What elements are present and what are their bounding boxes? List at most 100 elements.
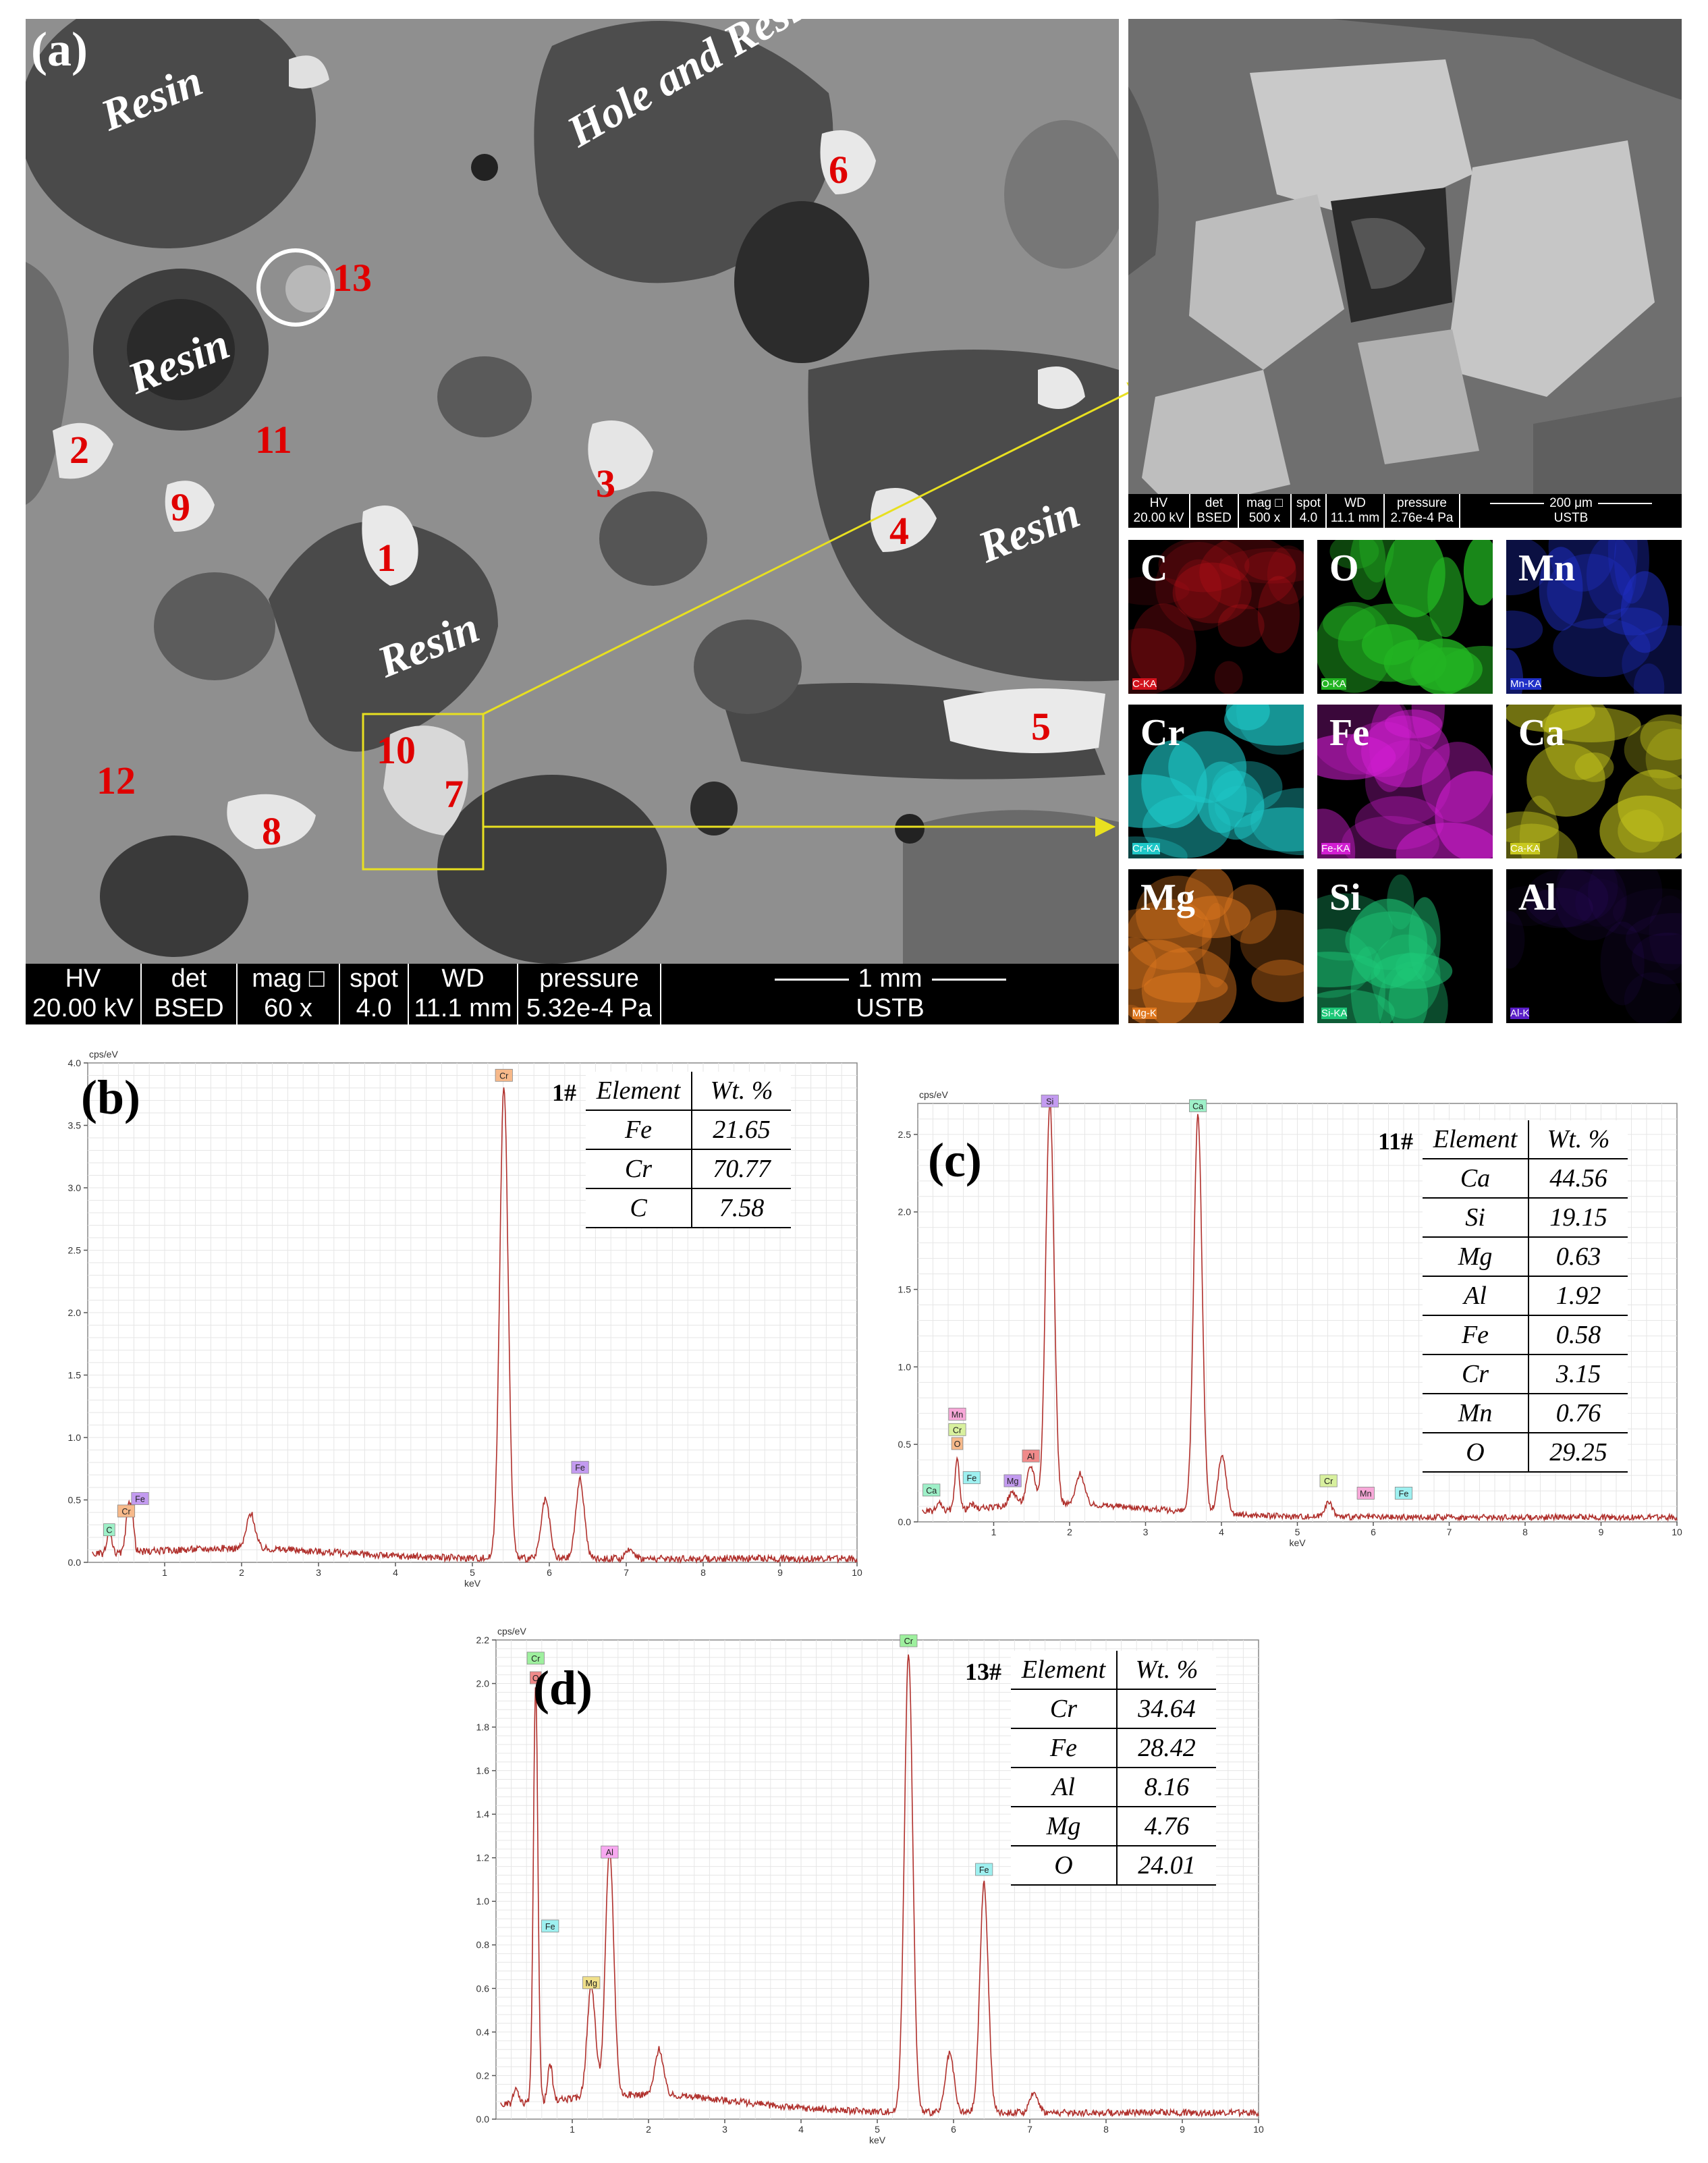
peak-label-box xyxy=(131,1492,149,1505)
element-cell: Fe xyxy=(1423,1315,1530,1355)
y-tick-label: 2.5 xyxy=(898,1129,912,1140)
peak-label: Mn xyxy=(1360,1489,1372,1498)
y-tick-label: 1.4 xyxy=(476,1809,490,1819)
element-cell: Mg xyxy=(1011,1807,1118,1846)
x-tick-label: 6 xyxy=(1371,1527,1376,1537)
inset-hv-value: 20.00 kV xyxy=(1133,511,1184,525)
element-cell: Cr xyxy=(586,1149,692,1189)
peak-label-box xyxy=(922,1483,941,1497)
spectrum-line xyxy=(922,1101,1678,1523)
element-cell: Al xyxy=(1011,1768,1118,1807)
table-row: Fe 28.42 xyxy=(1011,1728,1216,1768)
composition-table-c: Element Wt. % Ca 44.56 Si 19.15 Mg 0.63 Al 1.92 Fe… xyxy=(1423,1120,1628,1473)
table-row: Fe 21.65 xyxy=(586,1110,791,1150)
x-tick-label: 4 xyxy=(393,1567,398,1578)
point-3: 3 xyxy=(596,462,615,505)
y-axis-label: cps/eV xyxy=(919,1090,948,1100)
table-c-wrap: 11# Element Wt. % Ca 44.56 Si 19.15 Mg 0.63 Al 1.… xyxy=(1378,1120,1628,1473)
panel-b-letter: (b) xyxy=(81,1070,140,1124)
table-row: Al 8.16 xyxy=(1011,1768,1216,1807)
x-axis-label: keV xyxy=(869,2135,886,2145)
spectrum-line xyxy=(500,1654,1259,2118)
element-cell: O xyxy=(1423,1433,1530,1473)
weight-cell: 24.01 xyxy=(1117,1846,1216,1886)
weight-cell: Wt. % xyxy=(692,1072,791,1111)
peak-label: Fe xyxy=(1399,1489,1409,1498)
x-tick-label: 7 xyxy=(624,1567,629,1578)
inset-hv-header: HV xyxy=(1149,496,1168,511)
y-tick-label: 0.0 xyxy=(476,2114,490,2125)
x-tick-label: 2 xyxy=(239,1567,244,1578)
y-tick-label: 0.0 xyxy=(898,1516,912,1527)
peak-label-box xyxy=(948,1407,966,1421)
point-6: 6 xyxy=(829,148,848,192)
y-tick-label: 1.8 xyxy=(476,1722,490,1732)
point-4: 4 xyxy=(889,509,909,553)
x-tick-label: 1 xyxy=(991,1527,997,1537)
inset-scale-bar-left xyxy=(1490,503,1545,505)
point-8: 8 xyxy=(262,809,281,853)
weight-cell: 44.56 xyxy=(1528,1159,1628,1199)
map-element-label: Si xyxy=(1329,877,1361,919)
hv-value: 20.00 kV xyxy=(32,994,134,1022)
y-tick-label: 4.0 xyxy=(68,1058,82,1068)
peak-label-box xyxy=(117,1504,136,1518)
table-row: C 7.58 xyxy=(586,1188,791,1228)
peak-label-box xyxy=(1356,1487,1375,1500)
weight-cell: 0.63 xyxy=(1528,1237,1628,1277)
det-value: BSED xyxy=(154,994,224,1022)
map-cr: Cr Cr-KA xyxy=(1128,705,1304,858)
element-cell: Fe xyxy=(1011,1728,1118,1768)
x-tick-label: 8 xyxy=(700,1567,706,1578)
map-element-label: O xyxy=(1329,547,1359,589)
y-tick-label: 1.2 xyxy=(476,1853,490,1863)
y-tick-label: 1.5 xyxy=(68,1369,82,1380)
map-ca: Ca Ca-KA xyxy=(1506,705,1682,858)
y-tick-label: 1.6 xyxy=(476,1765,490,1776)
point-12: 12 xyxy=(97,759,136,802)
peak-label: Fe xyxy=(135,1494,145,1504)
x-axis-label: keV xyxy=(1289,1537,1306,1548)
inset-pressure-header: pressure xyxy=(1397,496,1447,511)
x-tick-label: 3 xyxy=(1143,1527,1149,1537)
x-tick-label: 9 xyxy=(1180,2124,1185,2135)
y-tick-label: 0.5 xyxy=(898,1439,912,1450)
table-row: Mn 0.76 xyxy=(1423,1394,1628,1433)
scale-value: 1 mm xyxy=(858,964,922,993)
y-tick-label: 0.4 xyxy=(476,2027,490,2037)
panel-a-letter: (a) xyxy=(31,22,88,76)
x-tick-label: 5 xyxy=(470,1567,475,1578)
table-row: Mg 0.63 xyxy=(1423,1237,1628,1277)
peak-label: Fe xyxy=(979,1865,989,1875)
map-texture xyxy=(1128,869,1304,1023)
element-cell: Cr xyxy=(1011,1689,1118,1729)
table-b-wrap: 1# Element Wt. % Fe 21.65 Cr 70.77 C 7.58 xyxy=(552,1072,791,1228)
peak-label: Cr xyxy=(531,1654,540,1664)
pressure-header: pressure xyxy=(539,964,639,993)
peak-label-box xyxy=(1394,1487,1413,1500)
table-header-row: Element Wt. % xyxy=(1011,1651,1216,1690)
point-11: 11 xyxy=(255,418,292,462)
peak-label-box xyxy=(1319,1474,1338,1487)
inset-wd-value: 11.1 mm xyxy=(1330,511,1380,525)
lab-name: USTB xyxy=(856,994,925,1022)
peak-label: Cr xyxy=(904,1637,913,1646)
weight-cell: 4.76 xyxy=(1117,1807,1216,1846)
map-element-label: Mg xyxy=(1140,877,1195,919)
map-fe: Fe Fe-KA xyxy=(1317,705,1493,858)
y-tick-label: 0.2 xyxy=(476,2070,490,2081)
table-row: O 24.01 xyxy=(1011,1846,1216,1886)
peak-label: Ca xyxy=(926,1486,937,1496)
inset-det-header: det xyxy=(1205,496,1223,511)
det-header: det xyxy=(171,964,207,993)
peak-label-box xyxy=(571,1460,589,1474)
map-mg: Mg Mg-K xyxy=(1128,869,1304,1023)
x-tick-label: 1 xyxy=(570,2124,575,2135)
weight-cell: 29.25 xyxy=(1528,1433,1628,1473)
peak-label: Fe xyxy=(545,1922,555,1932)
weight-cell: 0.58 xyxy=(1528,1315,1628,1355)
inset-micrograph xyxy=(1128,19,1682,512)
y-tick-label: 0.5 xyxy=(68,1494,82,1505)
table-row: O 29.25 xyxy=(1423,1433,1628,1473)
table-header-row: Element Wt. % xyxy=(586,1072,791,1111)
